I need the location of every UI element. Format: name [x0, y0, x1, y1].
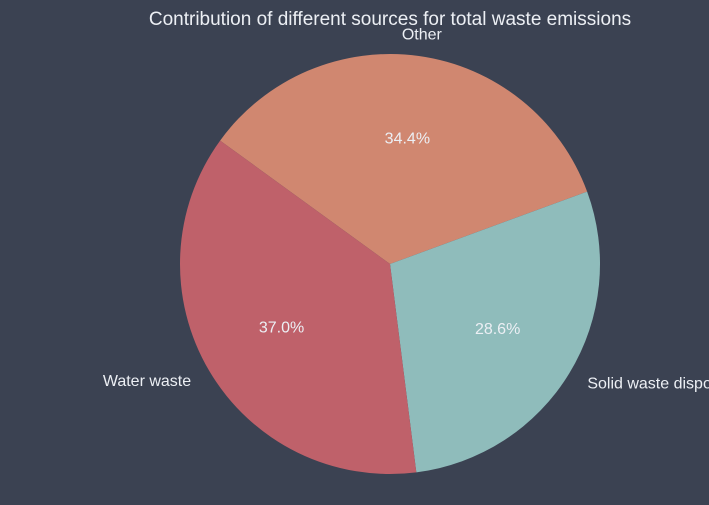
pct-label-solid-waste-disposal: 28.6%	[475, 321, 520, 338]
chart-title: Contribution of different sources for to…	[149, 9, 631, 30]
slice-label-water-waste: Water waste	[103, 373, 191, 390]
pie-labels: 34.4% Other 28.6% Solid waste disposal 37.0%…	[103, 27, 709, 393]
slice-solid-waste-disposal	[390, 191, 600, 473]
slice-label-other: Other	[402, 27, 443, 44]
slice-other	[220, 53, 588, 265]
pct-label-other: 34.4%	[385, 131, 430, 148]
pct-label-water-waste: 37.0%	[259, 320, 304, 337]
slice-water-waste	[179, 140, 417, 474]
slice-label-solid-waste-disposal: Solid waste disposal	[587, 376, 709, 393]
pie-slices	[179, 53, 600, 474]
